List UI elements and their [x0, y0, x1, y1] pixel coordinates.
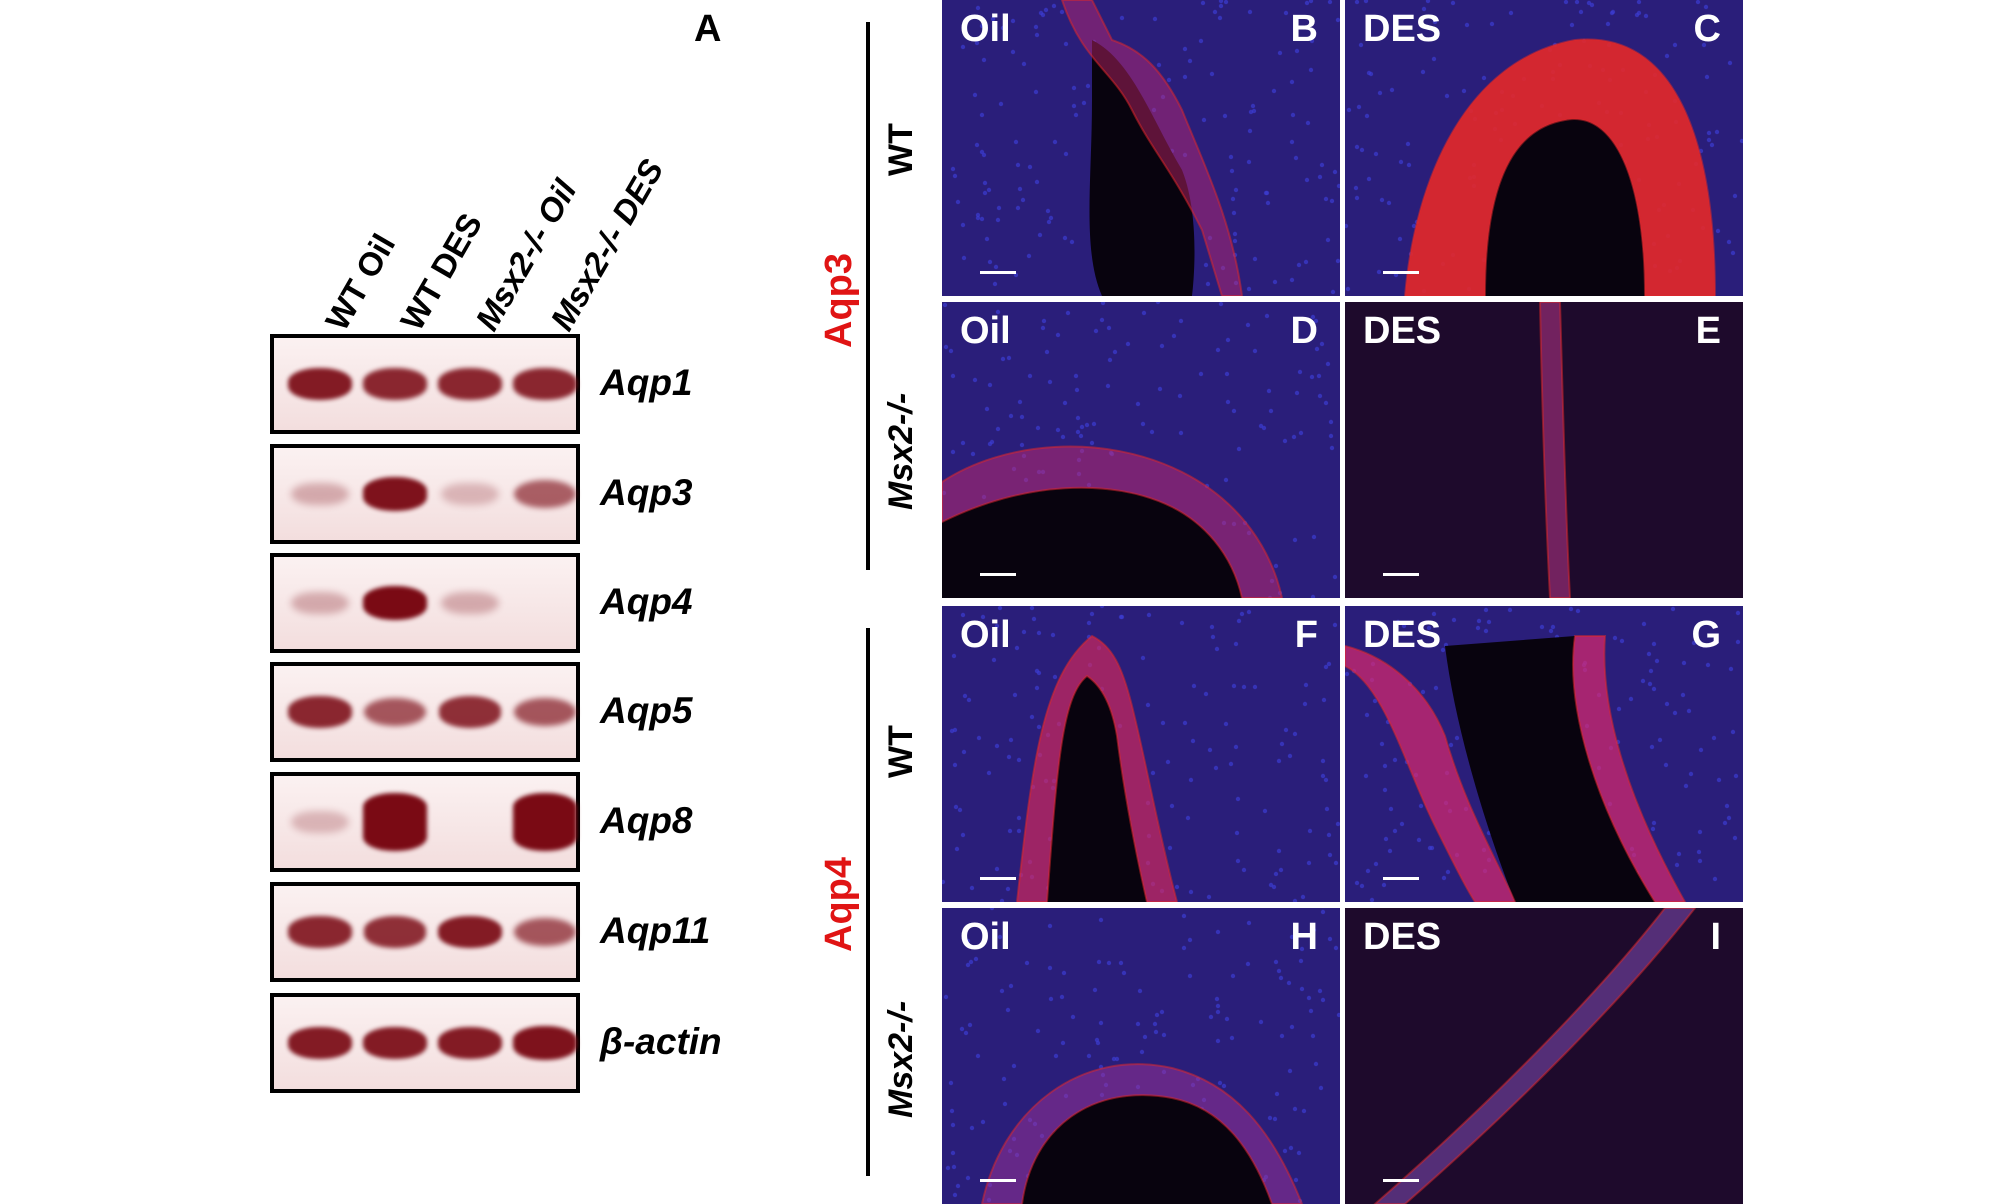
- band: [514, 480, 576, 508]
- micrograph-h: Oil H: [942, 908, 1340, 1204]
- panel-letter: H: [1290, 916, 1318, 958]
- gel-blot-aqp11: [270, 882, 580, 982]
- band: [513, 793, 577, 851]
- band: [514, 917, 576, 947]
- micrograph-f: Oil F: [942, 606, 1340, 902]
- lane-label-wt-oil: WT Oil: [318, 227, 403, 337]
- panel-letter: F: [1294, 614, 1318, 656]
- scale-bar: [1383, 573, 1419, 576]
- micrograph-c: DES C: [1345, 0, 1743, 296]
- band: [363, 916, 427, 948]
- micrograph-g: DES G: [1345, 606, 1743, 902]
- band: [363, 477, 427, 511]
- row-label-wt-aqp3: WT: [882, 123, 920, 176]
- band: [288, 696, 352, 728]
- treatment-label: DES: [1363, 614, 1442, 656]
- treatment-label: Oil: [960, 614, 1011, 656]
- band: [363, 793, 427, 851]
- band: [290, 591, 350, 615]
- band: [290, 482, 350, 506]
- group-line-aqp3: [866, 22, 870, 570]
- band: [363, 586, 427, 620]
- micrograph-image: [942, 302, 1340, 598]
- band: [288, 367, 352, 401]
- scale-bar: [1383, 271, 1419, 274]
- treatment-label: DES: [1363, 310, 1442, 352]
- treatment-label: Oil: [960, 8, 1011, 50]
- band: [364, 697, 426, 727]
- gel-blot-aqp1: [270, 334, 580, 434]
- band: [438, 368, 502, 400]
- scale-bar: [1383, 1179, 1419, 1182]
- micrograph-image: [1345, 606, 1743, 902]
- group-label-aqp4: Aqp4: [818, 857, 860, 952]
- micrograph-b: Oil B: [942, 0, 1340, 296]
- scale-bar: [1383, 877, 1419, 880]
- band: [363, 1026, 427, 1060]
- band: [514, 697, 576, 727]
- micrograph-d: Oil D: [942, 302, 1340, 598]
- panel-letter: B: [1290, 8, 1318, 50]
- treatment-label: Oil: [960, 310, 1011, 352]
- panel-letter: I: [1710, 916, 1721, 958]
- scale-bar: [980, 1179, 1016, 1182]
- row-label-msx2-aqp4: Msx2-/-: [882, 1000, 920, 1118]
- band: [288, 916, 352, 948]
- treatment-label: DES: [1363, 8, 1442, 50]
- panel-letter: D: [1290, 310, 1318, 352]
- micrograph-i: DES I: [1345, 908, 1743, 1204]
- group-label-aqp3: Aqp3: [818, 253, 860, 348]
- scale-bar: [980, 271, 1016, 274]
- gel-blot-aqp4: [270, 553, 580, 653]
- scale-bar: [980, 877, 1016, 880]
- gene-label: Aqp8: [600, 800, 693, 841]
- gene-label: β-actin: [600, 1021, 722, 1062]
- band: [438, 696, 502, 728]
- row-label-msx2-aqp3: Msx2-/-: [882, 392, 920, 510]
- band: [363, 368, 427, 400]
- micrograph-image: [942, 606, 1340, 902]
- gene-label: Aqp1: [600, 362, 693, 403]
- gel-blot-aqp3: [270, 444, 580, 544]
- gene-label: Aqp4: [600, 581, 693, 622]
- band: [440, 591, 500, 615]
- band: [513, 368, 577, 400]
- panel-letter: E: [1695, 310, 1721, 352]
- treatment-label: DES: [1363, 916, 1442, 958]
- band: [290, 811, 350, 833]
- gene-label: Aqp3: [600, 472, 693, 513]
- gene-label: Aqp5: [600, 690, 693, 731]
- panel-letter: G: [1691, 614, 1721, 656]
- band: [513, 1026, 577, 1060]
- gel-blot-actin: [270, 993, 580, 1093]
- band: [288, 1026, 352, 1060]
- micrograph-image: [942, 0, 1340, 296]
- band: [438, 915, 502, 949]
- micrograph-image: [942, 908, 1340, 1204]
- panel-letter: C: [1693, 8, 1721, 50]
- group-line-aqp4: [866, 628, 870, 1176]
- panel-a-letter: A: [694, 8, 722, 50]
- gene-label: Aqp11: [600, 910, 711, 951]
- gel-blot-aqp8: [270, 772, 580, 872]
- lane-labels: WT Oil WT DES Msx2-/- Oil Msx2-/- DES: [0, 0, 800, 337]
- micrograph-image: [1345, 908, 1743, 1204]
- band: [438, 1026, 502, 1060]
- band: [440, 483, 500, 505]
- row-label-wt-aqp4: WT: [882, 725, 920, 778]
- micrograph-image: [1345, 302, 1743, 598]
- micrograph-e: DES E: [1345, 302, 1743, 598]
- micrograph-image: [1345, 0, 1743, 296]
- scale-bar: [980, 573, 1016, 576]
- gel-blot-aqp5: [270, 662, 580, 762]
- treatment-label: Oil: [960, 916, 1011, 958]
